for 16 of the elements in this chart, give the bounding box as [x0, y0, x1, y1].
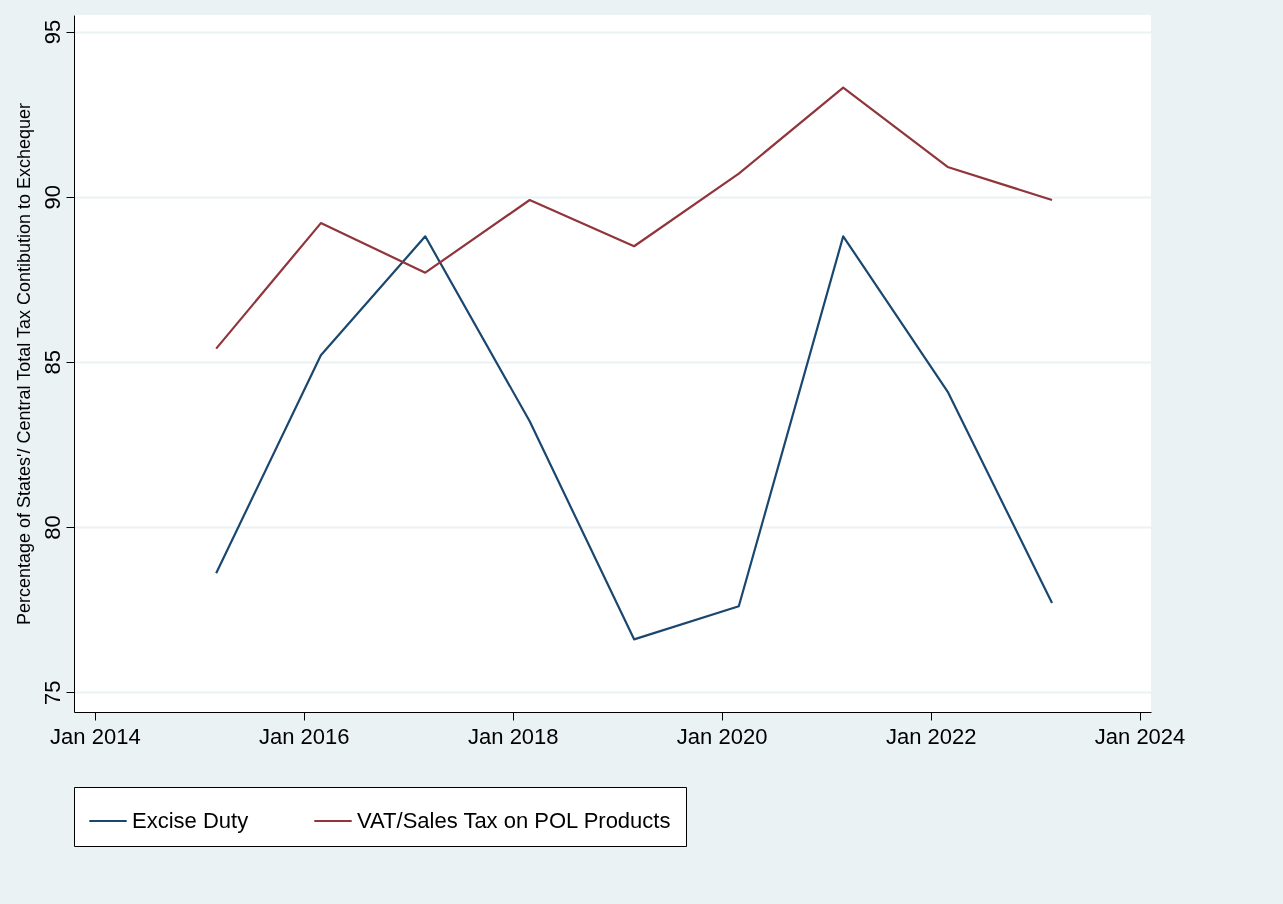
x-tick-label: Jan 2020: [676, 723, 768, 749]
y-tick-label: 90: [39, 184, 65, 210]
legend-label: Excise Duty: [132, 808, 249, 833]
y-tick-label: 80: [39, 515, 65, 540]
y-tick-label: 85: [39, 350, 65, 375]
x-tick-label: Jan 2018: [468, 723, 559, 749]
line-series: [215, 86, 1054, 350]
y-tick-label: 75: [39, 680, 65, 705]
y-axis-title: Percentage of States'/ Central Total Tax Contibution to Exchequer: [13, 102, 34, 626]
x-tick-label: Jan 2014: [50, 723, 141, 749]
y-tick-label: 95: [39, 19, 65, 45]
legend-label: VAT/Sales Tax on POL Products: [357, 808, 671, 833]
x-tick-label: Jan 2022: [885, 723, 977, 749]
x-tick-label: Jan 2016: [258, 723, 350, 749]
x-tick-label: Jan 2024: [1094, 723, 1186, 749]
line-series: [215, 235, 1054, 641]
